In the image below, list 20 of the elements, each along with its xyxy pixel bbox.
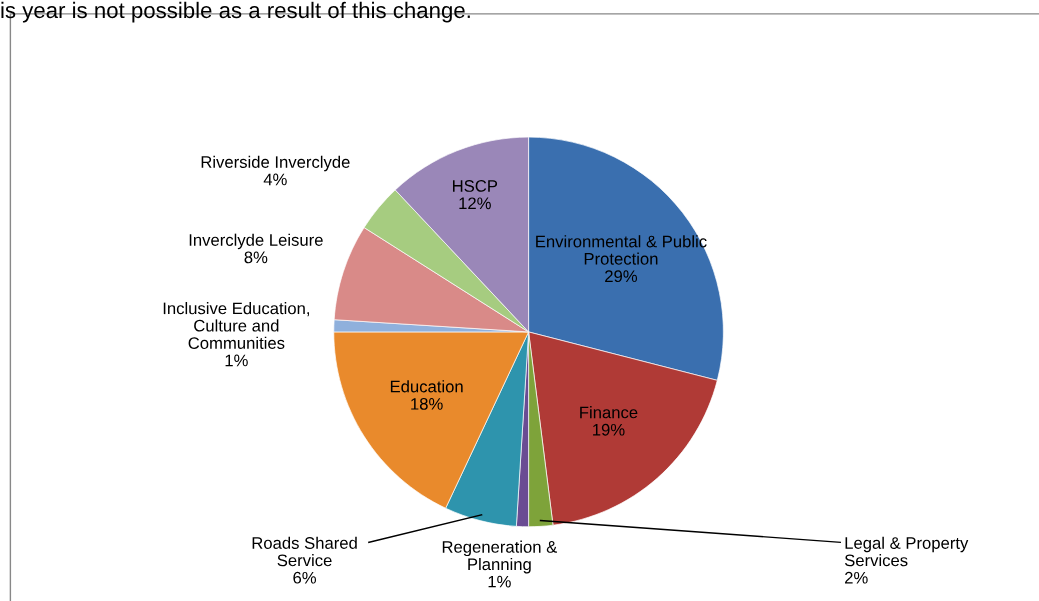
slice-label: Inverclyde Leisure <box>189 233 323 250</box>
data-label: 4% <box>263 173 287 186</box>
data-label: 8% <box>244 251 268 264</box>
data-label: 6% <box>293 571 317 584</box>
slice-label: Finance <box>580 406 638 419</box>
data-label: 18% <box>411 397 443 410</box>
data-label: 2% <box>845 571 868 584</box>
data-label: 1% <box>488 575 511 588</box>
slice-label: Inclusive Education, Culture and Communities <box>163 302 309 349</box>
slice-label: Regeneration & Planning <box>442 540 558 574</box>
data-label: 29% <box>605 270 638 283</box>
slice-label: HSCP <box>453 180 498 192</box>
text: is year is not possible as a result of this change. <box>1 1 470 23</box>
data-label: 19% <box>593 423 625 436</box>
slice-label: Education <box>390 380 463 393</box>
slice-label: Legal & Property Services <box>844 536 969 567</box>
data-label: 1% <box>225 354 248 367</box>
data-label: 12% <box>459 197 491 210</box>
slice-label: Riverside Inverclyde <box>201 155 350 172</box>
slice-label: Roads Shared Service <box>252 536 357 567</box>
